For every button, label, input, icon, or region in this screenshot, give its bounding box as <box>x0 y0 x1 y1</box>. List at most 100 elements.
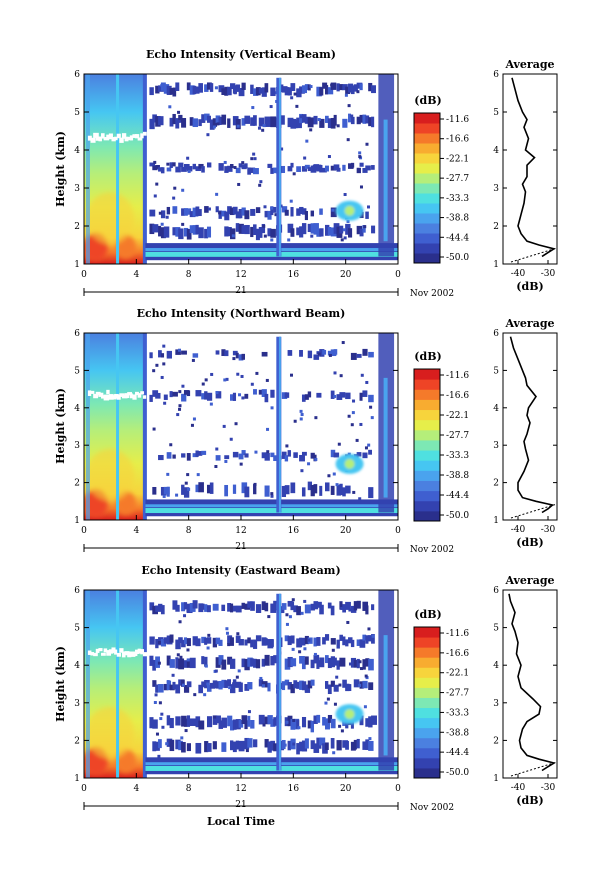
echo-pixel <box>223 160 227 164</box>
echo-pixel <box>330 605 335 616</box>
echo-pixel <box>183 487 190 498</box>
echo-pixel <box>342 604 347 613</box>
echo-pixel <box>352 490 356 494</box>
echo-pixel <box>258 87 265 94</box>
echo-pixel <box>296 208 301 216</box>
colorbar-swatch <box>414 133 440 144</box>
echo-pixel <box>368 351 374 358</box>
band-pixel <box>140 391 145 395</box>
bright-band <box>87 389 147 401</box>
band-pixel <box>111 647 116 653</box>
echo-pixel <box>299 417 303 421</box>
echo-column <box>278 336 281 513</box>
echo-pixel <box>221 679 226 688</box>
echo-pixel <box>364 446 368 450</box>
echo-pixel <box>313 601 319 610</box>
echo-pixel <box>285 444 289 448</box>
echo-pixel <box>149 655 154 666</box>
band-pixel <box>111 137 116 142</box>
echo-pixel <box>344 93 348 97</box>
band-pixel <box>90 652 95 656</box>
colorbar: -11.6 -16.6 -22.1 -27.7 -33.3 -38.8 -44.4 -50.0 <box>413 626 469 779</box>
echo-pixel <box>290 96 294 100</box>
echo-pixel <box>172 227 176 236</box>
profile-title: Average <box>504 317 554 330</box>
date-axis: 21 Nov 2002 <box>83 800 454 813</box>
y-tick-label: 3 <box>74 699 80 709</box>
band-pixel <box>116 133 121 139</box>
echo-pixel <box>196 473 200 477</box>
band-pixel <box>98 392 104 397</box>
band-pixel <box>121 651 126 658</box>
echo-pixel <box>319 208 323 215</box>
echo-pixel <box>284 455 289 462</box>
echo-pixel <box>230 228 236 240</box>
echo-pixel <box>270 639 274 647</box>
echo-pixel <box>313 115 318 125</box>
echo-pixel <box>149 394 153 402</box>
echo-pixel <box>304 656 309 665</box>
echo-pixel <box>175 604 180 612</box>
echo-pixel <box>363 225 367 229</box>
echo-pixel <box>192 225 198 235</box>
echo-pixel <box>333 114 337 126</box>
band-pixel <box>142 131 147 136</box>
echo-pixel <box>163 637 169 644</box>
echo-pixel <box>299 409 303 413</box>
echo-pixel <box>232 357 236 361</box>
echo-pixel <box>297 726 301 730</box>
echo-pixel <box>313 223 319 235</box>
echo-pixel <box>273 206 277 213</box>
echo-pixel <box>296 124 300 128</box>
echo-pixel <box>299 454 305 462</box>
band-pixel <box>90 390 95 394</box>
x-tick-label: 0 <box>81 270 87 280</box>
echo-pixel <box>162 344 166 348</box>
profile-y-tick-label: 4 <box>493 146 499 156</box>
echo-pixel <box>236 124 240 128</box>
x-tick-label: 8 <box>186 270 192 280</box>
echo-pixel <box>181 118 187 128</box>
echo-pixel <box>175 166 181 173</box>
echo-pixel <box>362 634 367 641</box>
echo-pixel <box>284 635 290 642</box>
echo-pixel <box>350 352 357 360</box>
echo-pixel <box>258 714 265 725</box>
band-pixel <box>119 393 125 397</box>
echo-pixel <box>198 684 204 694</box>
echo-pixel <box>327 227 332 236</box>
echo-pixel <box>166 680 170 684</box>
y-tick-label: 2 <box>74 736 80 746</box>
echo-pixel <box>310 720 315 733</box>
band-pixel <box>132 394 137 400</box>
echo-pixel <box>206 605 211 613</box>
echo-pixel <box>322 743 328 754</box>
echo-pixel <box>187 487 191 491</box>
echo-pixel <box>163 226 170 238</box>
echo-pixel <box>335 675 339 679</box>
x-axis: 0 4 8 12 16 20 0 <box>81 773 401 794</box>
echo-pixel <box>152 224 159 233</box>
colorbar: -11.6 -16.6 -22.1 -27.7 -33.3 -38.8 -44.4 -50.0 <box>413 368 469 522</box>
echo-pixel <box>166 655 171 666</box>
echo-pixel <box>186 638 191 647</box>
colorbar-swatch <box>414 747 440 759</box>
echo-pixel <box>287 715 293 727</box>
echo-pixel <box>160 210 166 219</box>
echo-pixel <box>228 686 232 690</box>
echo-pixel <box>238 453 244 460</box>
streak <box>116 333 120 520</box>
echo-pixel <box>346 219 350 223</box>
colorbar-tick-label: -50.0 <box>446 511 469 521</box>
echo-pixel <box>158 701 162 705</box>
echo-pixel <box>158 603 163 611</box>
colorbar-swatch <box>414 439 440 451</box>
echo-pixel <box>247 601 253 608</box>
band-pixel <box>127 651 132 658</box>
x-tick-label: 8 <box>186 526 192 536</box>
echo-pixel <box>336 167 341 172</box>
echo-pixel <box>333 349 338 355</box>
profile-title: Average <box>504 58 554 71</box>
